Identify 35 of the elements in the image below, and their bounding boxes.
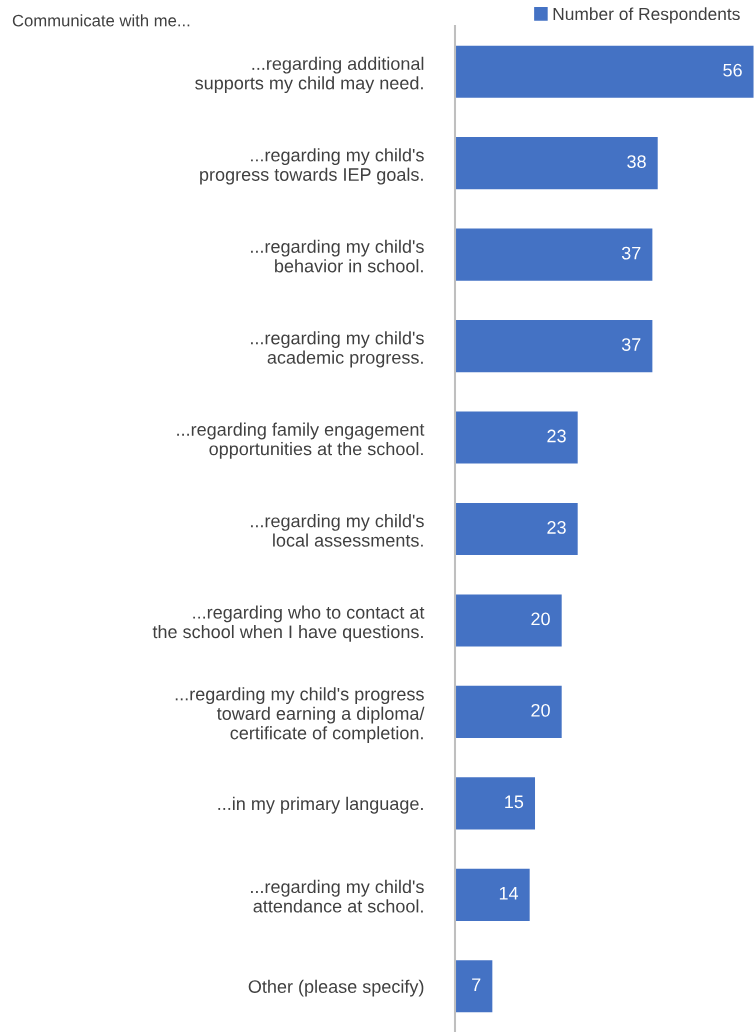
y-tick-label: ...regarding who to contact at the school when I have questions. [152,605,425,642]
data-label: 37 [621,246,641,260]
y-tick-label: ...regarding my child's local assessments. [251,514,424,547]
data-label: 56 [723,63,742,77]
y-tick-label: ...regarding my child's behavior in school. [251,239,424,273]
y-tick-label: ...regarding additional supports my child may need. [195,56,424,94]
data-label: 38 [627,155,646,169]
bar [455,777,536,830]
bar [455,960,493,1013]
bar [455,411,578,464]
data-label: 23 [547,429,566,443]
y-tick-label: ...in my primary language. [218,796,423,814]
y-tick-label: ...regarding my child's attendance at school. [251,879,424,913]
y-tick-label: ...regarding my child's academic progress. [251,331,424,368]
bar [455,228,653,281]
data-label: 23 [547,521,566,534]
text: Communicate with me... [12,14,190,27]
bar [455,868,530,921]
data-label: 37 [621,338,641,351]
bar [455,502,578,556]
bar [455,594,562,647]
data-label: 15 [505,795,524,809]
bar [455,45,754,98]
y-tick-label: ...regarding my child's progress toward earning a diploma/ certificate of completion. [175,687,425,743]
y-tick-label: ...regarding my child's progress towards IEP goals. [200,148,424,185]
y-tick-label: ...regarding family engagement opportunities at the school. [177,422,425,459]
bar [455,137,658,190]
bar [455,320,653,373]
legend-label: Number of Respondents [553,7,740,24]
y-tick-label: Other (please specify) [248,979,424,997]
data-label: 14 [499,887,519,900]
data-label: 7 [472,978,481,991]
bar [455,685,562,738]
data-label: 20 [531,703,550,717]
data-label: 20 [531,612,550,626]
